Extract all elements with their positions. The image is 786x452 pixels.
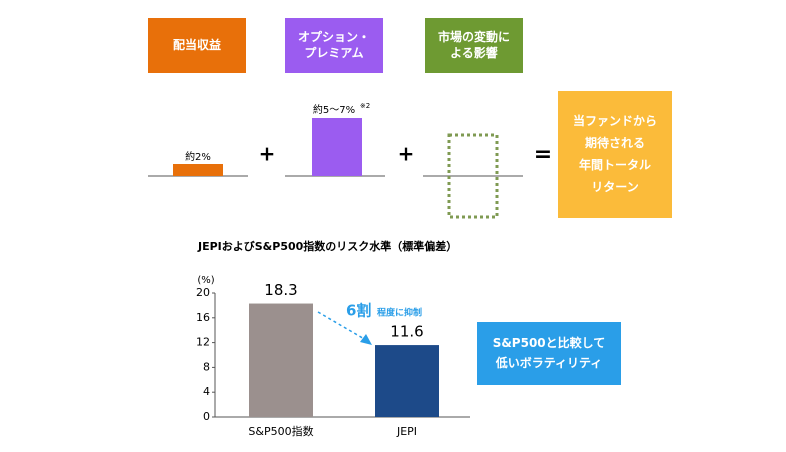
- box: [425, 18, 523, 73]
- box-text: 市場の変動に: [438, 29, 510, 44]
- footnote-mark: ※2: [360, 102, 370, 110]
- box-text: リターン: [591, 180, 638, 194]
- box: [477, 322, 621, 385]
- y-tick-label: 16: [196, 311, 210, 324]
- y-tick-label: 20: [196, 286, 210, 299]
- unit-label: (%): [197, 275, 214, 286]
- bar-label: 約2%: [185, 150, 211, 163]
- y-tick-label: 8: [203, 360, 210, 373]
- dotted-box: [447, 133, 499, 219]
- box-text: よる影響: [450, 45, 498, 60]
- x-tick-label: JEPI: [396, 425, 417, 438]
- operator: =: [534, 142, 552, 167]
- box-text: 低いボラティリティ: [495, 355, 603, 370]
- box-text: オプション・: [298, 29, 370, 44]
- box-text: 配当収益: [173, 37, 221, 52]
- box-text: 当ファンドから: [573, 113, 657, 128]
- box: [285, 18, 383, 73]
- box-text: 期待される: [585, 135, 645, 150]
- value-label: 18.3: [264, 281, 297, 299]
- annotation: 6割: [346, 302, 371, 320]
- box: [558, 91, 672, 218]
- box-text: S&P500と比較して: [493, 335, 606, 350]
- y-tick-label: 4: [203, 385, 210, 398]
- annotation: 程度に抑制: [377, 307, 422, 319]
- x-tick-label: S&P500指数: [248, 424, 313, 438]
- operator: +: [259, 142, 276, 166]
- bar: [375, 345, 439, 417]
- box-text: 年間トータル: [579, 157, 651, 172]
- chart-title: JEPIおよびS&P500指数のリスク水準（標準偏差）: [197, 239, 457, 253]
- y-tick-label: 0: [203, 410, 210, 423]
- value-label: 11.6: [390, 323, 423, 341]
- bar-label: 約5～7%: [313, 103, 355, 116]
- box: [148, 18, 246, 73]
- bar-shape: [312, 118, 362, 176]
- bar: [249, 303, 313, 417]
- bar-shape: [173, 164, 223, 176]
- y-tick-label: 12: [196, 336, 210, 349]
- box-text: プレミアム: [304, 45, 363, 60]
- operator: +: [398, 142, 415, 166]
- arrow-head: [360, 334, 372, 345]
